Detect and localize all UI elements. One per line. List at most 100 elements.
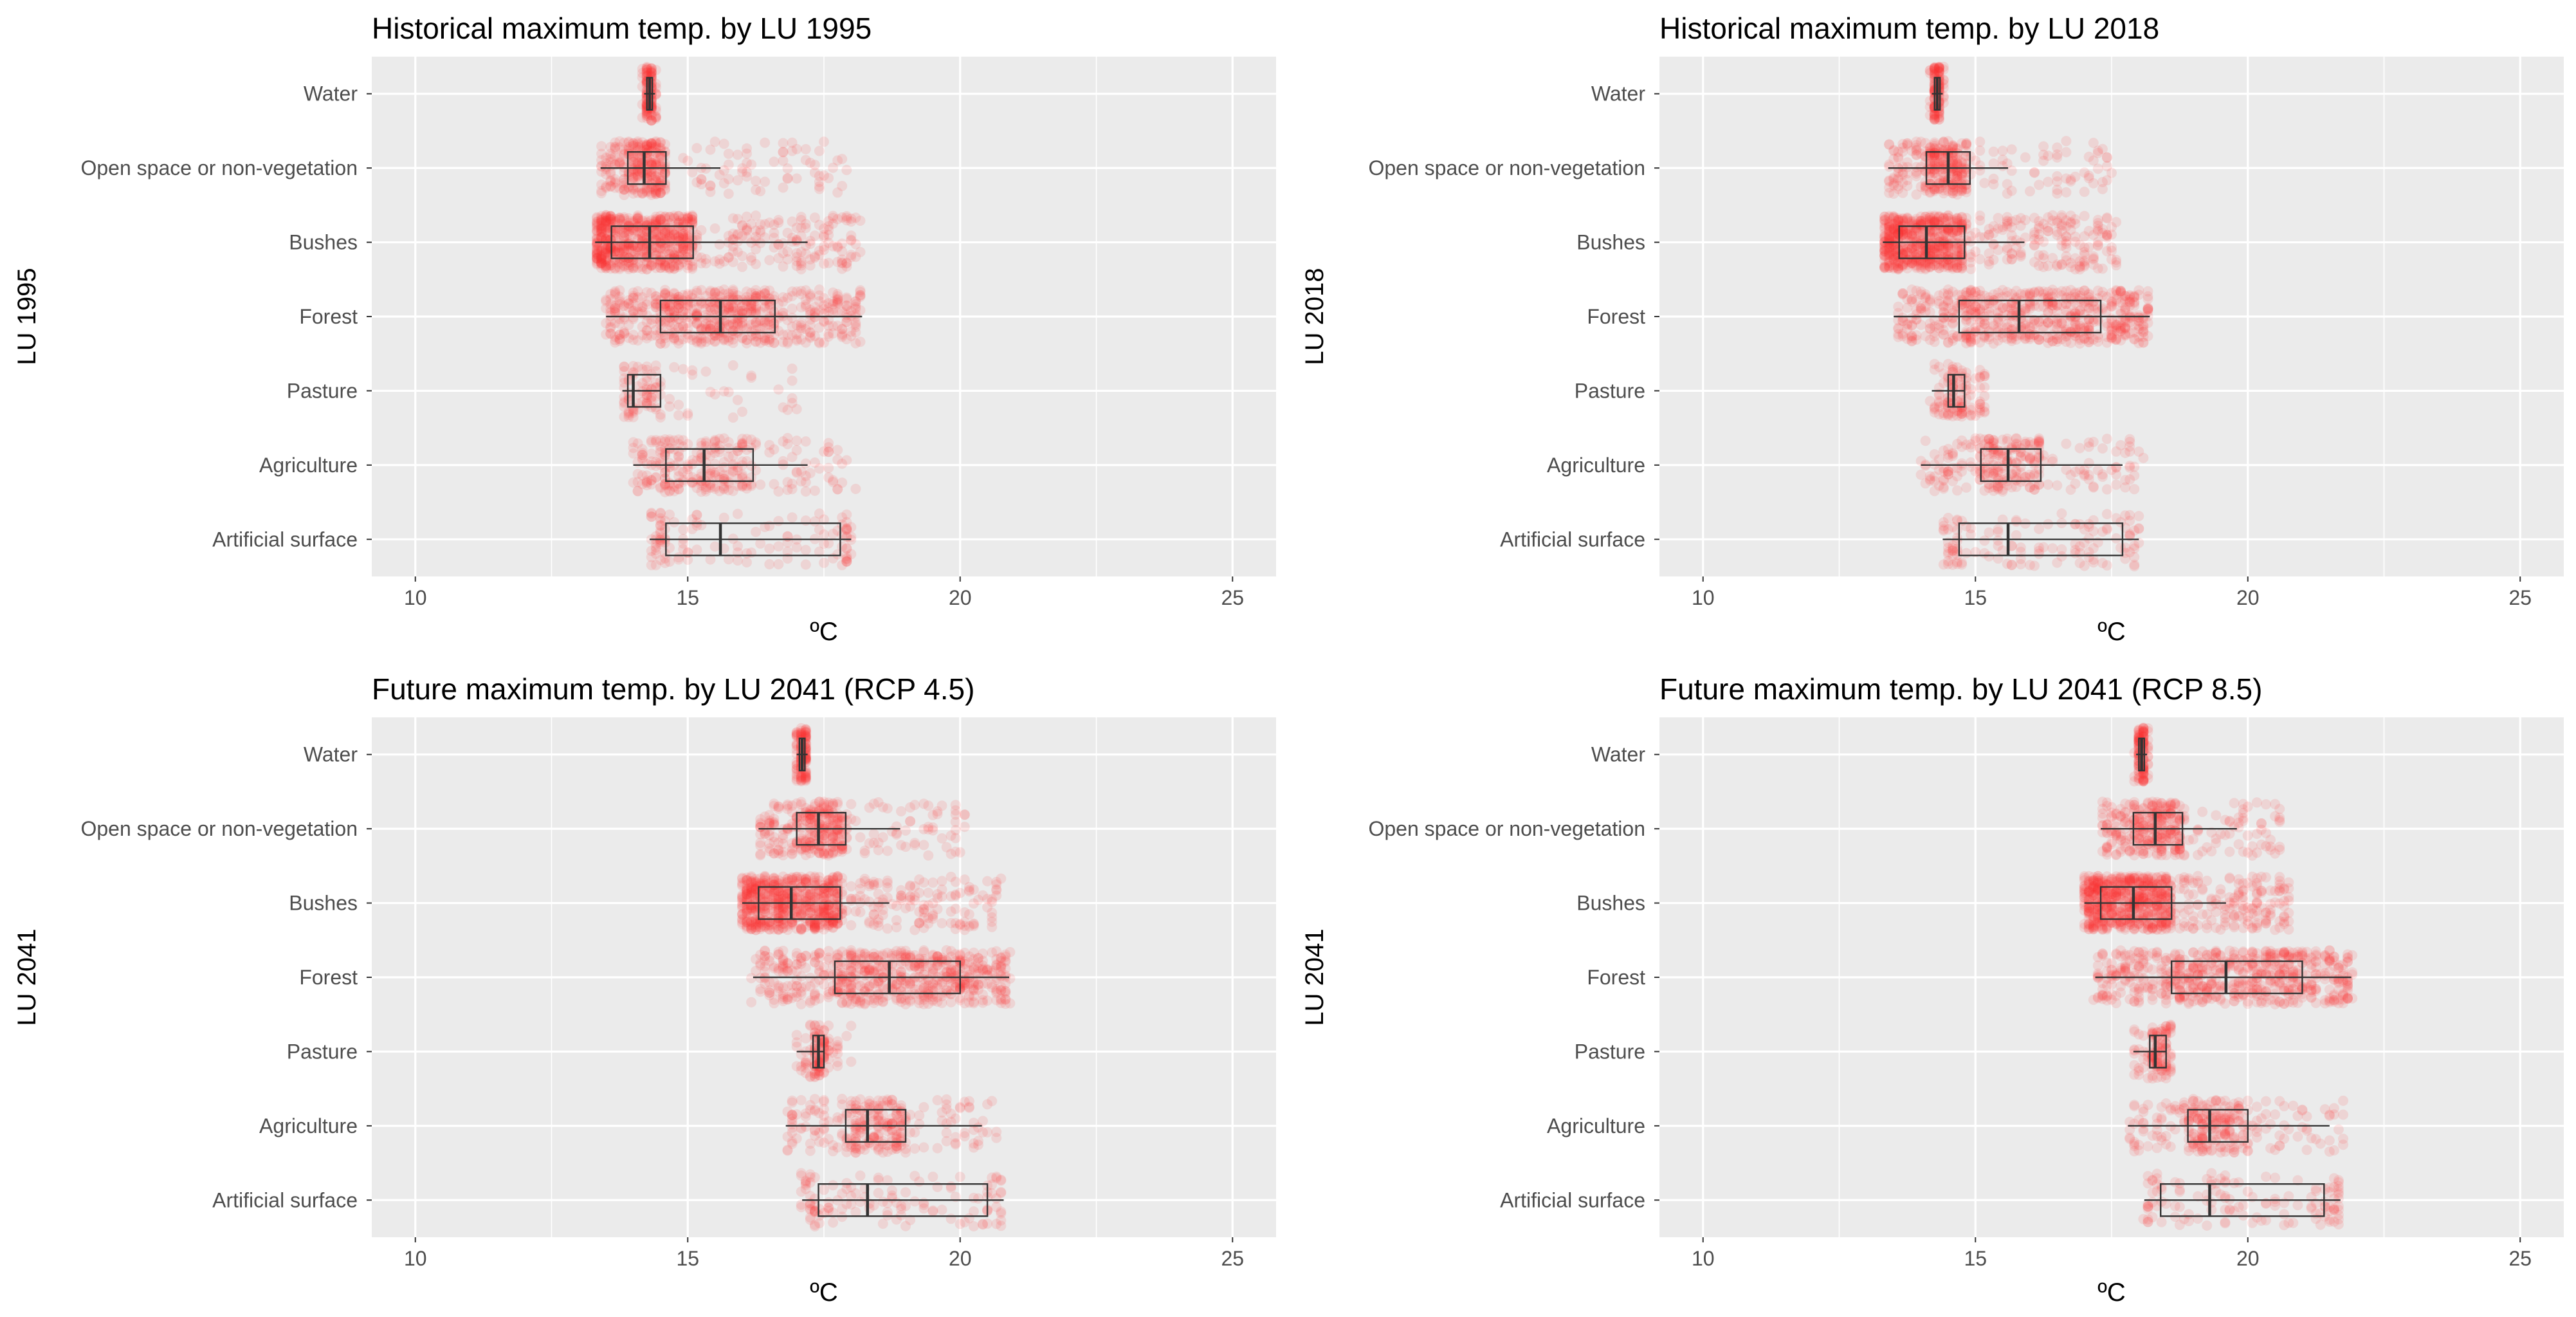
- data-point: [2129, 484, 2140, 495]
- data-point: [787, 145, 798, 156]
- data-point: [1884, 139, 1895, 150]
- data-point: [723, 174, 734, 185]
- data-point: [2038, 321, 2049, 332]
- data-point: [2015, 251, 2026, 262]
- data-point: [2101, 232, 2112, 243]
- data-point: [782, 228, 793, 238]
- data-point: [2088, 482, 2099, 493]
- data-point: [805, 158, 816, 169]
- data-point: [850, 296, 861, 307]
- data-point: [737, 261, 747, 272]
- data-point: [819, 337, 829, 348]
- data-point: [1975, 232, 1986, 243]
- data-point: [796, 256, 807, 267]
- data-point: [841, 165, 852, 176]
- data-point: [1911, 285, 1922, 296]
- data-point: [655, 164, 666, 175]
- data-point: [1911, 304, 1922, 315]
- data-point: [1961, 548, 1972, 558]
- data-point: [2101, 484, 2112, 495]
- data-point: [2043, 176, 2054, 187]
- data-point: [850, 338, 861, 349]
- data-point: [1948, 231, 1958, 242]
- data-point: [819, 293, 829, 304]
- data-point: [2061, 293, 2072, 304]
- data-point: [727, 338, 738, 348]
- data-point: [2056, 508, 2067, 519]
- data-point: [601, 260, 612, 271]
- data-point: [655, 174, 666, 185]
- data-point: [641, 67, 652, 78]
- data-point: [1893, 301, 1904, 312]
- data-point: [1993, 335, 2004, 346]
- data-point: [1938, 136, 1949, 147]
- data-point: [814, 145, 825, 156]
- data-point: [855, 216, 866, 226]
- data-point: [1957, 408, 1968, 419]
- data-point: [637, 306, 648, 317]
- data-point: [637, 183, 648, 194]
- data-point: [1942, 284, 1953, 295]
- data-point: [2020, 436, 2031, 447]
- data-point: [619, 174, 630, 185]
- data-point: [2083, 313, 2094, 324]
- y-tick-label: Bushes: [1576, 231, 1645, 254]
- data-point: [2011, 242, 2022, 253]
- data-point: [2079, 210, 2090, 221]
- data-point: [778, 402, 789, 413]
- data-point: [814, 524, 825, 535]
- x-tick-label: 10: [1692, 586, 1715, 609]
- data-point: [2056, 334, 2067, 345]
- data-point: [619, 328, 630, 339]
- data-point: [2111, 513, 2122, 524]
- data-point: [832, 187, 843, 198]
- data-point: [832, 242, 843, 253]
- data-point: [650, 113, 661, 124]
- data-point: [2079, 187, 2090, 198]
- data-point: [732, 442, 743, 453]
- data-point: [650, 183, 661, 194]
- data-point: [742, 148, 752, 159]
- x-tick-labels: 10 15 20 25: [404, 576, 1244, 609]
- data-point: [2020, 304, 2031, 315]
- data-point: [641, 62, 652, 73]
- data-point: [723, 387, 734, 398]
- data-point: [628, 151, 639, 162]
- data-point: [632, 262, 643, 273]
- data-point: [2047, 215, 2058, 226]
- data-point: [2061, 232, 2072, 243]
- data-point: [732, 214, 743, 225]
- data-point: [1952, 215, 1962, 226]
- data-point: [2006, 560, 2017, 570]
- y-tick-label: Open space or non-vegetation: [80, 156, 358, 180]
- data-point: [718, 165, 729, 176]
- data-point: [773, 541, 784, 552]
- data-point: [1966, 405, 1977, 416]
- data-point: [714, 239, 725, 250]
- data-point: [1929, 238, 1940, 249]
- data-point: [1997, 461, 2008, 472]
- data-point: [2029, 484, 2040, 495]
- data-point: [2065, 174, 2076, 185]
- data-point: [610, 137, 621, 148]
- data-point: [823, 437, 834, 448]
- data-point: [1957, 515, 1968, 526]
- data-point: [619, 174, 630, 185]
- data-point: [596, 185, 607, 196]
- data-point: [646, 189, 657, 200]
- data-point: [2120, 317, 2131, 327]
- data-point: [819, 304, 829, 315]
- data-point: [660, 158, 670, 169]
- data-point: [809, 485, 820, 496]
- data-point: [841, 293, 852, 304]
- data-point: [596, 180, 607, 190]
- data-point: [778, 182, 789, 193]
- data-point: [800, 515, 811, 526]
- data-point: [832, 484, 843, 495]
- data-point: [2061, 221, 2072, 232]
- data-point: [2092, 336, 2103, 347]
- data-point: [632, 163, 643, 174]
- data-point: [1920, 436, 1931, 447]
- data-point: [1933, 210, 1944, 221]
